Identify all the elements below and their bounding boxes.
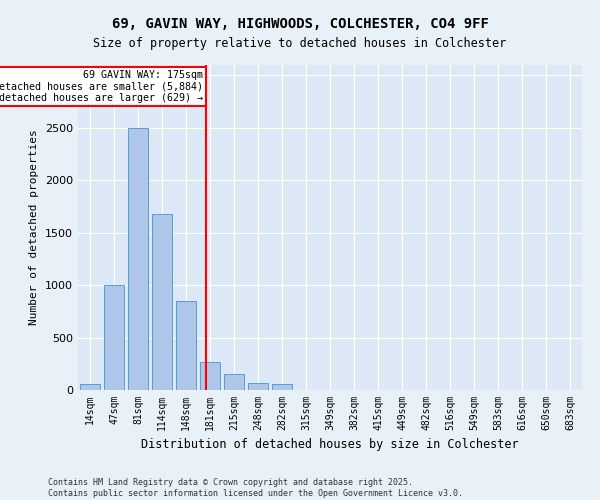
Bar <box>176 301 196 390</box>
Text: Contains HM Land Registry data © Crown copyright and database right 2025.
Contai: Contains HM Land Registry data © Crown c… <box>48 478 463 498</box>
Bar <box>80 384 100 390</box>
Bar <box>152 214 172 390</box>
Text: 69 GAVIN WAY: 175sqm
← 90% of detached houses are smaller (5,884)
10% of semi-de: 69 GAVIN WAY: 175sqm ← 90% of detached h… <box>0 70 203 103</box>
Bar <box>224 374 244 390</box>
Y-axis label: Number of detached properties: Number of detached properties <box>29 130 40 326</box>
Bar <box>128 128 148 390</box>
Bar <box>200 362 220 390</box>
Bar <box>104 285 124 390</box>
Bar <box>248 383 268 390</box>
Text: Size of property relative to detached houses in Colchester: Size of property relative to detached ho… <box>94 38 506 51</box>
Text: 69, GAVIN WAY, HIGHWOODS, COLCHESTER, CO4 9FF: 69, GAVIN WAY, HIGHWOODS, COLCHESTER, CO… <box>112 18 488 32</box>
Bar <box>272 384 292 390</box>
X-axis label: Distribution of detached houses by size in Colchester: Distribution of detached houses by size … <box>141 438 519 452</box>
